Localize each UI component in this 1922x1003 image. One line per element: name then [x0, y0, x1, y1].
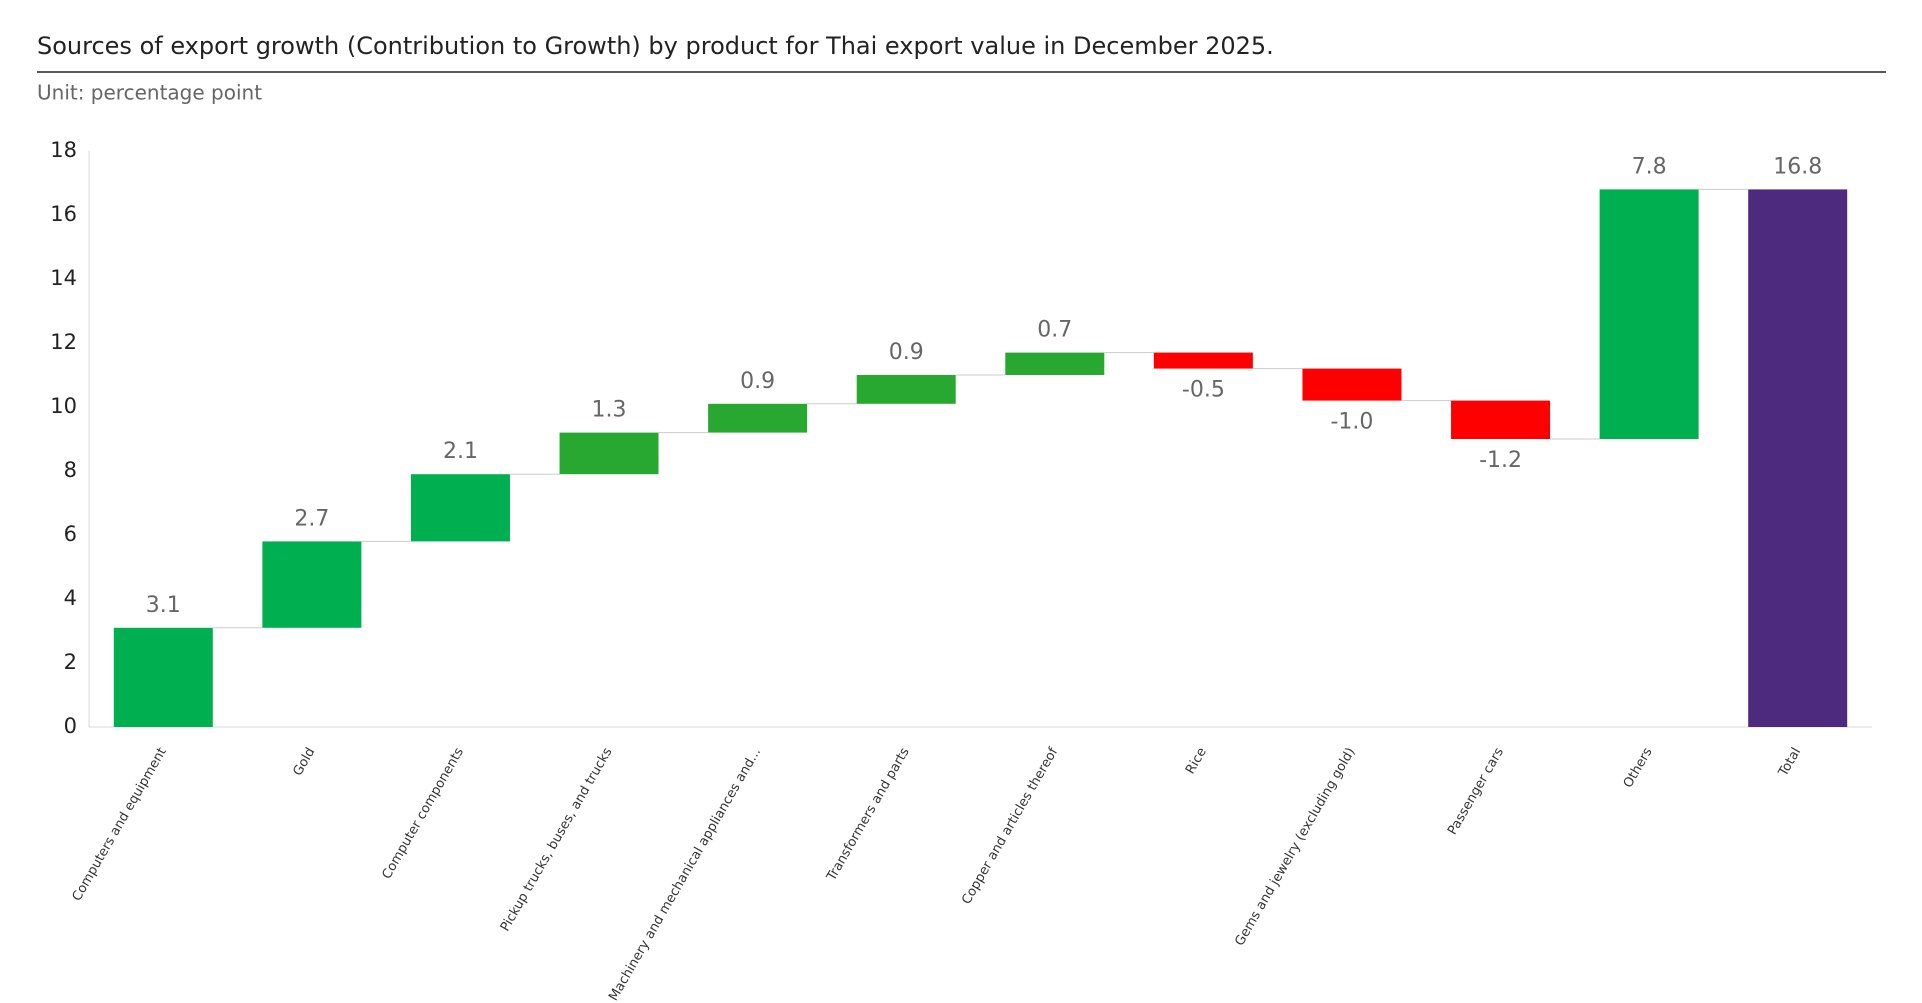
- data-label: 1.3: [592, 398, 627, 423]
- bar: [1302, 368, 1402, 401]
- data-label: 2.7: [294, 506, 329, 531]
- bar: [262, 541, 362, 628]
- x-tick-label: Gold: [290, 745, 318, 778]
- y-tick-label: 4: [64, 586, 77, 610]
- bar: [1005, 352, 1105, 375]
- bar: [708, 403, 808, 433]
- bar: [559, 432, 659, 475]
- data-label: -1.2: [1479, 448, 1522, 473]
- data-label: 2.1: [443, 439, 478, 464]
- bar: [113, 627, 213, 727]
- chart-title: Sources of export growth (Contribution t…: [37, 32, 1274, 60]
- y-tick-label: 0: [64, 714, 77, 738]
- data-label: 0.9: [740, 369, 775, 394]
- x-tick-label: Machinery and mechanical appliances and.…: [606, 745, 764, 1003]
- bar: [1451, 400, 1551, 439]
- y-tick-label: 8: [64, 458, 77, 482]
- y-tick-label: 16: [50, 202, 77, 226]
- data-label: 3.1: [146, 593, 181, 618]
- data-label: 7.8: [1632, 154, 1667, 179]
- x-tick-label: Transformers and parts: [824, 745, 913, 884]
- data-label: 16.8: [1773, 154, 1822, 179]
- bar: [1748, 189, 1848, 727]
- y-tick-label: 18: [50, 138, 77, 162]
- x-tick-label: Computers and equipment: [70, 745, 170, 904]
- data-label: 0.7: [1037, 318, 1072, 343]
- data-label: 0.9: [889, 340, 924, 365]
- y-tick-label: 14: [50, 266, 77, 290]
- bar: [1153, 352, 1253, 369]
- x-tick-label: Others: [1621, 745, 1656, 791]
- bar: [1599, 189, 1699, 439]
- x-tick-label: Rice: [1183, 745, 1210, 777]
- bar: [410, 474, 510, 542]
- x-tick-label: Copper and articles thereof: [959, 745, 1061, 907]
- x-tick-label: Computer components: [379, 745, 467, 882]
- data-label: -1.0: [1330, 410, 1373, 435]
- bar: [856, 375, 956, 404]
- y-tick-label: 6: [64, 522, 77, 546]
- y-tick-label: 2: [64, 650, 77, 674]
- x-tick-label: Gems and jewelry (excluding gold): [1232, 745, 1358, 948]
- x-tick-label: Pickup trucks, buses, and trucks: [498, 745, 616, 934]
- data-label: -0.5: [1182, 378, 1225, 403]
- chart-subtitle: Unit: percentage point: [37, 81, 262, 105]
- y-tick-label: 10: [50, 394, 77, 418]
- x-tick-label: Total: [1776, 745, 1805, 780]
- x-tick-label: Passenger cars: [1445, 745, 1507, 838]
- y-tick-label: 12: [50, 330, 77, 354]
